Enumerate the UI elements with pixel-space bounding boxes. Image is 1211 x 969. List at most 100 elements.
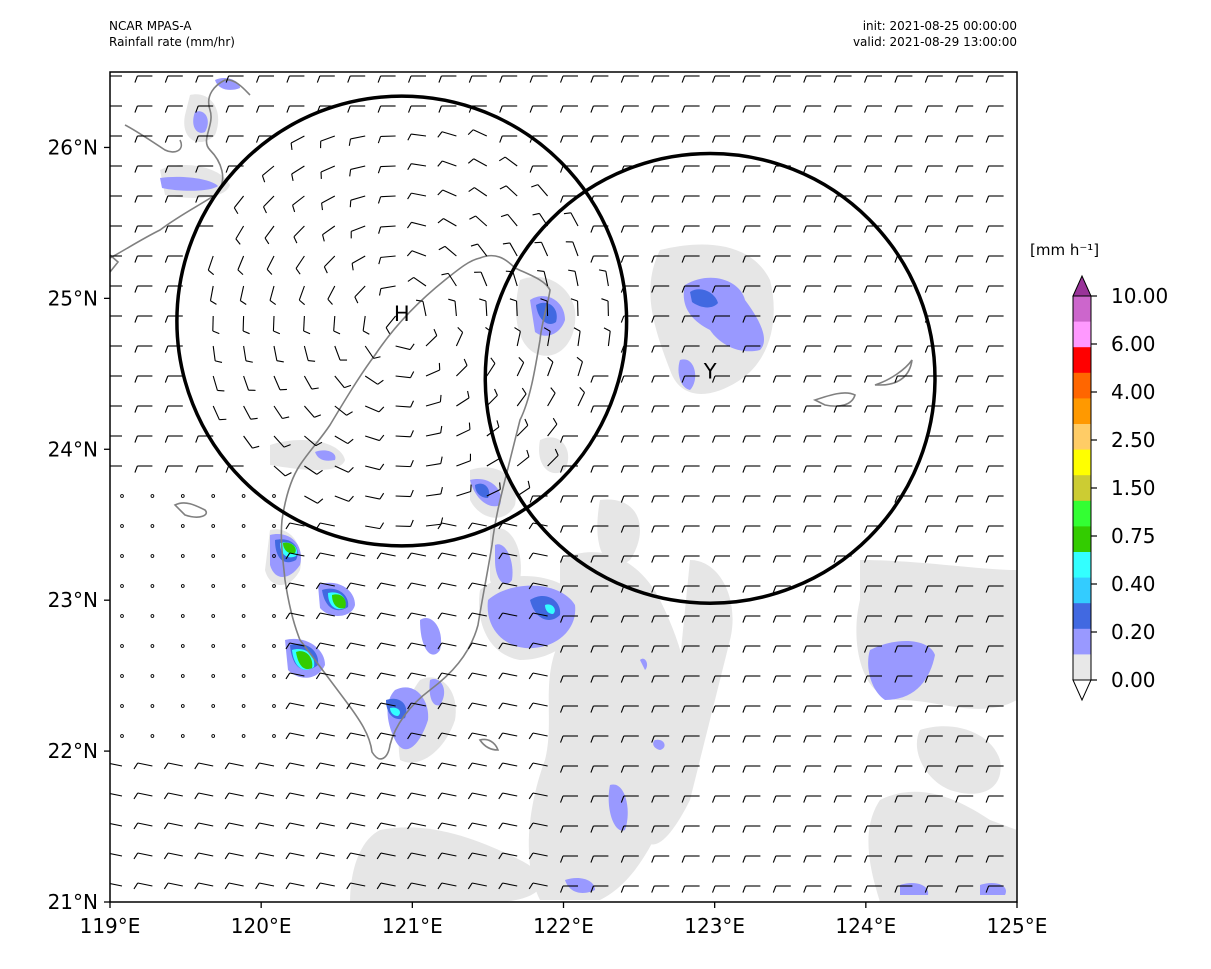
wind-barb bbox=[955, 645, 974, 653]
wind-barb bbox=[346, 852, 366, 860]
wind-barb bbox=[590, 645, 609, 653]
wind-barb bbox=[803, 495, 822, 503]
wind-barb bbox=[212, 375, 225, 392]
wind-barb bbox=[894, 375, 913, 383]
wind-barb bbox=[285, 762, 305, 770]
wind-barb bbox=[110, 165, 122, 167]
wind-barb bbox=[437, 792, 457, 800]
wind-barb bbox=[467, 852, 487, 860]
wind-barb bbox=[955, 405, 974, 413]
wind-barb bbox=[531, 184, 549, 197]
wind-barb bbox=[864, 255, 882, 263]
colorbar-band bbox=[1073, 321, 1091, 348]
wind-barb bbox=[110, 883, 123, 887]
wind-barb bbox=[651, 735, 670, 743]
wind-barb bbox=[590, 495, 609, 503]
wind-barb bbox=[407, 642, 427, 650]
wind-barb bbox=[924, 195, 943, 203]
wind-barb bbox=[651, 405, 670, 413]
wind-barb bbox=[134, 435, 153, 443]
wind-barb bbox=[377, 75, 396, 83]
wind-barb bbox=[303, 345, 316, 362]
wind-barb bbox=[351, 255, 366, 271]
wind-barb bbox=[772, 315, 791, 323]
small-island bbox=[478, 738, 500, 751]
wind-barb bbox=[742, 855, 761, 863]
wind-barb bbox=[498, 732, 518, 740]
calm-wind-mark bbox=[211, 584, 216, 588]
wind-barb bbox=[681, 675, 700, 683]
wind-barb bbox=[285, 732, 305, 740]
wind-barb bbox=[528, 882, 548, 890]
calm-wind-mark bbox=[180, 614, 185, 618]
wind-barb bbox=[456, 484, 472, 497]
wind-barb bbox=[955, 615, 974, 623]
wind-barb bbox=[560, 885, 578, 893]
wind-barb bbox=[620, 555, 639, 563]
wind-barb bbox=[437, 852, 457, 860]
wind-barb bbox=[620, 765, 639, 773]
calm-wind-mark bbox=[241, 584, 246, 588]
wind-barb bbox=[833, 285, 852, 293]
wind-barb bbox=[224, 852, 244, 860]
wind-barb bbox=[286, 75, 305, 83]
wind-barb bbox=[467, 552, 487, 560]
wind-barb bbox=[224, 822, 244, 830]
wind-barb bbox=[742, 465, 761, 473]
wind-barb bbox=[651, 555, 670, 563]
wind-barb bbox=[560, 105, 578, 113]
wind-barb bbox=[285, 882, 305, 890]
calm-wind-mark bbox=[120, 554, 124, 558]
wind-barb bbox=[894, 195, 913, 203]
wind-barb bbox=[712, 885, 730, 893]
wind-barb bbox=[529, 105, 548, 113]
wind-barb bbox=[376, 762, 396, 770]
wind-barb bbox=[346, 552, 366, 560]
colorbar-band bbox=[1073, 475, 1091, 502]
wind-barb bbox=[742, 525, 761, 533]
wind-barb bbox=[563, 212, 579, 227]
calm-wind-mark bbox=[241, 644, 246, 648]
wind-barb bbox=[864, 405, 882, 413]
wind-barb bbox=[365, 492, 385, 500]
wind-barb bbox=[529, 165, 548, 173]
wind-barb bbox=[255, 822, 275, 830]
wind-barb bbox=[239, 285, 247, 305]
wind-barb bbox=[467, 642, 487, 650]
wind-barb bbox=[255, 792, 275, 800]
wind-barb bbox=[346, 882, 366, 890]
wind-barb bbox=[233, 195, 245, 215]
wind-barb bbox=[467, 522, 487, 530]
wind-barb bbox=[620, 195, 639, 203]
wind-barb bbox=[651, 285, 670, 293]
wind-barb bbox=[346, 732, 366, 740]
wind-barb bbox=[303, 375, 319, 390]
wind-barb bbox=[406, 221, 427, 229]
colorbar-band bbox=[1073, 398, 1091, 425]
wind-barb bbox=[772, 345, 791, 353]
wind-barb bbox=[712, 705, 730, 713]
wind-barb bbox=[110, 255, 122, 257]
wind-barb bbox=[712, 285, 730, 293]
wind-barb bbox=[864, 585, 882, 593]
wind-barb bbox=[164, 255, 183, 263]
wind-barb bbox=[985, 825, 1004, 833]
wind-barb bbox=[620, 495, 639, 503]
wind-barb bbox=[864, 735, 882, 743]
wind-barb bbox=[134, 75, 153, 83]
wind-barb bbox=[110, 315, 122, 317]
wind-barb bbox=[681, 165, 700, 173]
wind-barb bbox=[528, 642, 548, 650]
wind-barb bbox=[315, 672, 335, 680]
wind-barb bbox=[803, 765, 822, 773]
wind-barb bbox=[924, 165, 943, 173]
wind-barb bbox=[272, 315, 281, 335]
region-circle-h bbox=[175, 94, 629, 548]
wind-barb bbox=[742, 795, 761, 803]
wind-barb bbox=[833, 465, 852, 473]
wind-barb bbox=[590, 615, 609, 623]
wind-barb bbox=[681, 75, 700, 83]
wind-barb bbox=[955, 135, 974, 143]
wind-barb bbox=[742, 645, 761, 653]
